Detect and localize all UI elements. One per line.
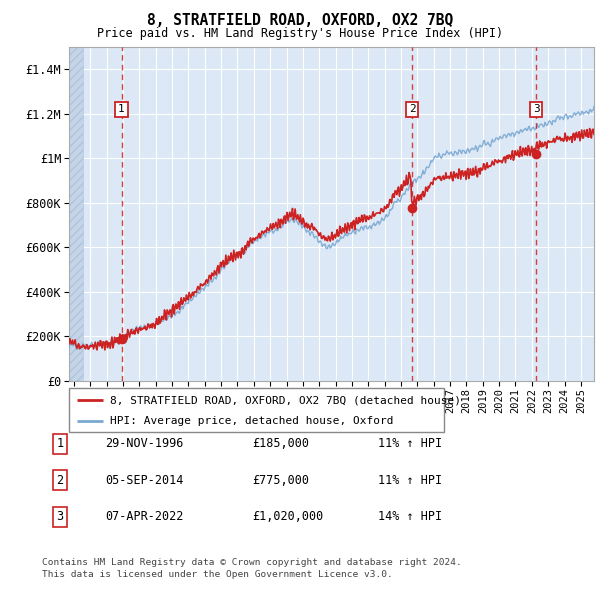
Text: 07-APR-2022: 07-APR-2022 <box>105 510 184 523</box>
Text: HPI: Average price, detached house, Oxford: HPI: Average price, detached house, Oxfo… <box>110 416 394 426</box>
Text: 1: 1 <box>56 437 64 450</box>
Text: 2: 2 <box>56 474 64 487</box>
Text: 29-NOV-1996: 29-NOV-1996 <box>105 437 184 450</box>
Text: Price paid vs. HM Land Registry's House Price Index (HPI): Price paid vs. HM Land Registry's House … <box>97 27 503 40</box>
Text: Contains HM Land Registry data © Crown copyright and database right 2024.: Contains HM Land Registry data © Crown c… <box>42 558 462 567</box>
FancyBboxPatch shape <box>69 388 444 432</box>
Text: 8, STRATFIELD ROAD, OXFORD, OX2 7BQ (detached house): 8, STRATFIELD ROAD, OXFORD, OX2 7BQ (det… <box>110 395 461 405</box>
Text: 8, STRATFIELD ROAD, OXFORD, OX2 7BQ: 8, STRATFIELD ROAD, OXFORD, OX2 7BQ <box>147 13 453 28</box>
Text: 3: 3 <box>56 510 64 523</box>
Text: This data is licensed under the Open Government Licence v3.0.: This data is licensed under the Open Gov… <box>42 570 393 579</box>
Text: 11% ↑ HPI: 11% ↑ HPI <box>378 437 442 450</box>
Text: 14% ↑ HPI: 14% ↑ HPI <box>378 510 442 523</box>
Text: £775,000: £775,000 <box>252 474 309 487</box>
Text: 11% ↑ HPI: 11% ↑ HPI <box>378 474 442 487</box>
Text: 2: 2 <box>409 104 416 114</box>
Text: £185,000: £185,000 <box>252 437 309 450</box>
Text: 3: 3 <box>533 104 539 114</box>
Bar <box>69 47 83 381</box>
Text: 1: 1 <box>118 104 125 114</box>
Text: £1,020,000: £1,020,000 <box>252 510 323 523</box>
Text: 05-SEP-2014: 05-SEP-2014 <box>105 474 184 487</box>
